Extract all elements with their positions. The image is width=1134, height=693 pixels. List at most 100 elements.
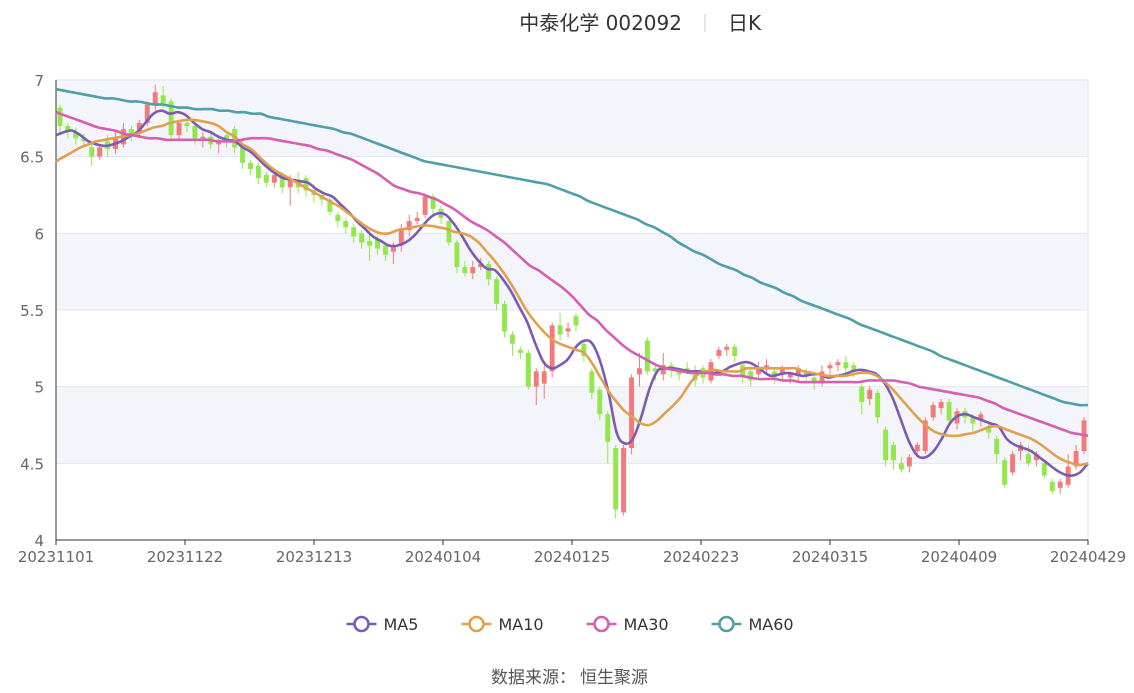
candle-body — [597, 389, 603, 415]
candle — [597, 386, 603, 421]
source-value: 恒生聚源 — [580, 668, 648, 688]
candle-body — [994, 438, 1000, 455]
candle — [494, 276, 500, 310]
candle-body — [502, 303, 507, 332]
candle — [589, 368, 595, 399]
legend-item-ma5[interactable]: MA5 — [346, 615, 419, 634]
legend-item-ma60[interactable]: MA60 — [711, 615, 794, 634]
candle-body — [255, 165, 261, 179]
candle — [271, 172, 277, 188]
candle — [875, 389, 881, 424]
candle — [843, 356, 849, 375]
candle-body — [1033, 454, 1039, 461]
candle — [740, 362, 746, 384]
candle — [764, 359, 769, 375]
legend[interactable]: MA5 MA10 MA30 MA60 — [346, 615, 794, 634]
candle-body — [660, 365, 666, 375]
candle-body — [271, 175, 277, 183]
legend-marker — [468, 615, 485, 633]
candle-body — [382, 245, 388, 255]
candle-body — [81, 138, 87, 142]
candle — [422, 193, 428, 218]
candle — [470, 260, 476, 280]
candle-body — [867, 389, 873, 399]
candle — [827, 362, 833, 375]
x-tick-label: 20231122 — [147, 548, 223, 566]
source-label: 数据来源： — [491, 668, 576, 688]
candle-body — [533, 371, 539, 387]
candle — [724, 343, 730, 356]
candle-body — [343, 221, 349, 228]
candle — [327, 196, 333, 215]
candle — [1041, 460, 1047, 479]
candle — [414, 211, 420, 225]
candle — [406, 214, 412, 237]
candle-body — [906, 457, 912, 467]
x-tick-label: 20240223 — [663, 548, 739, 566]
candle-body — [1049, 481, 1055, 491]
candle — [454, 239, 460, 274]
candle-body — [605, 414, 611, 442]
candle-body — [898, 463, 904, 470]
candle-body — [843, 362, 849, 369]
candle — [517, 346, 523, 360]
candle-body — [922, 420, 928, 452]
candle-body — [224, 135, 230, 139]
candle-body — [549, 325, 555, 372]
candle — [621, 444, 627, 516]
legend-marker — [353, 615, 370, 633]
moving-average-lines — [55, 87, 1089, 477]
candle-body — [263, 175, 269, 183]
candle — [152, 84, 158, 111]
candle-body — [835, 362, 841, 366]
candle — [1057, 478, 1063, 494]
candle-body — [351, 227, 357, 237]
candle-body — [517, 349, 523, 353]
chart-title-period: 日K — [728, 11, 762, 35]
ma-line-ma5 — [55, 109, 1089, 477]
legend-label: MA60 — [749, 615, 794, 634]
legend-item-ma10[interactable]: MA10 — [461, 615, 544, 634]
candle-body — [756, 368, 762, 375]
candle — [248, 159, 253, 176]
candle-body — [303, 178, 309, 191]
x-tick-label: 20240429 — [1050, 548, 1126, 566]
candle — [613, 444, 619, 519]
candle-body — [128, 129, 134, 134]
x-tick-label: 20240104 — [405, 548, 481, 566]
candle-body — [1041, 463, 1047, 476]
candle — [343, 218, 349, 234]
legend-label: MA5 — [384, 615, 419, 634]
candle — [1010, 451, 1016, 476]
ma-line-ma60 — [55, 87, 1089, 407]
candle-body — [795, 368, 801, 375]
candle — [1002, 457, 1008, 488]
candle — [573, 313, 579, 332]
x-tick-label: 20240315 — [792, 548, 868, 566]
candle-body — [359, 233, 365, 243]
candle-body — [930, 405, 936, 418]
candle — [891, 441, 896, 470]
candle — [510, 331, 515, 356]
candle — [938, 398, 944, 415]
y-axis: 4 4.5 5 5.5 6 6.5 7 — [20, 72, 57, 550]
candle — [57, 104, 63, 133]
legend-label: MA10 — [499, 615, 544, 634]
candle — [176, 119, 182, 142]
x-tick-label: 20231213 — [276, 548, 352, 566]
candle-body — [716, 349, 722, 356]
candle-body — [462, 267, 468, 274]
candle — [565, 322, 571, 338]
x-axis: 20231101 20231122 20231213 20240104 20240125… — [18, 539, 1126, 566]
legend-item-ma30[interactable]: MA30 — [586, 615, 669, 634]
y-tick-label: 4.5 — [20, 455, 44, 473]
candle — [994, 435, 1000, 464]
candle-body — [390, 245, 396, 252]
candle-body — [375, 239, 380, 249]
candle-body — [986, 426, 992, 433]
candle — [73, 127, 79, 145]
candle — [335, 211, 341, 228]
candle-body — [97, 147, 103, 157]
y-tick-label: 6 — [34, 225, 44, 243]
